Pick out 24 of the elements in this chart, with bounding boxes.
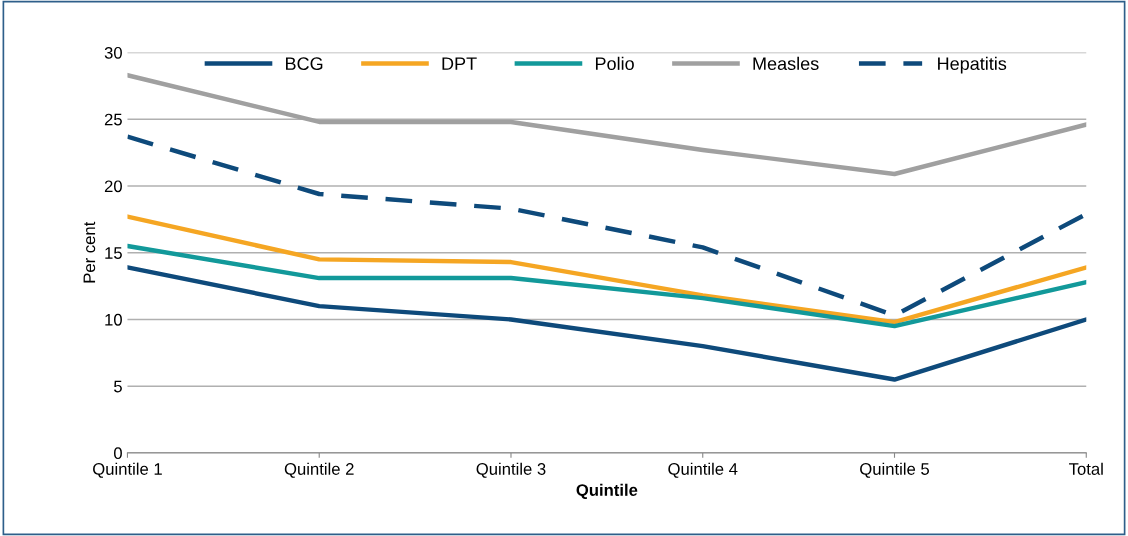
- line-series: [127, 265, 1087, 382]
- x-tick-label: Quintile 5: [860, 462, 930, 478]
- y-tick-label: 15: [105, 247, 122, 259]
- x-tick-label: Quintile 3: [476, 462, 546, 478]
- x-axis-title: Quintile: [576, 483, 638, 500]
- y-tick-label: 25: [104, 113, 122, 126]
- line-series: [127, 73, 1087, 177]
- legend-label: Hepatitis: [938, 56, 1007, 74]
- y-axis-title: Per cent: [83, 221, 96, 283]
- x-tick-label: Quintile 4: [668, 462, 738, 478]
- y-tick-label: 5: [114, 380, 122, 393]
- x-tick-label: Quintile 1: [93, 462, 162, 478]
- legend-label: BCG: [286, 57, 323, 71]
- x-tick-label: Quintile 2: [284, 462, 354, 478]
- legend-label: DPT: [442, 57, 477, 70]
- legend-label: Polio: [595, 56, 634, 71]
- y-tick-label: 20: [104, 180, 122, 193]
- y-tick-label: 10: [105, 313, 122, 326]
- legend-label: Measles: [753, 56, 819, 71]
- x-tick-label: Total: [1069, 462, 1103, 475]
- y-tick-label: 0: [113, 447, 122, 460]
- y-tick-label: 30: [104, 46, 122, 59]
- line-series: [127, 214, 1087, 325]
- line-series: [127, 243, 1087, 329]
